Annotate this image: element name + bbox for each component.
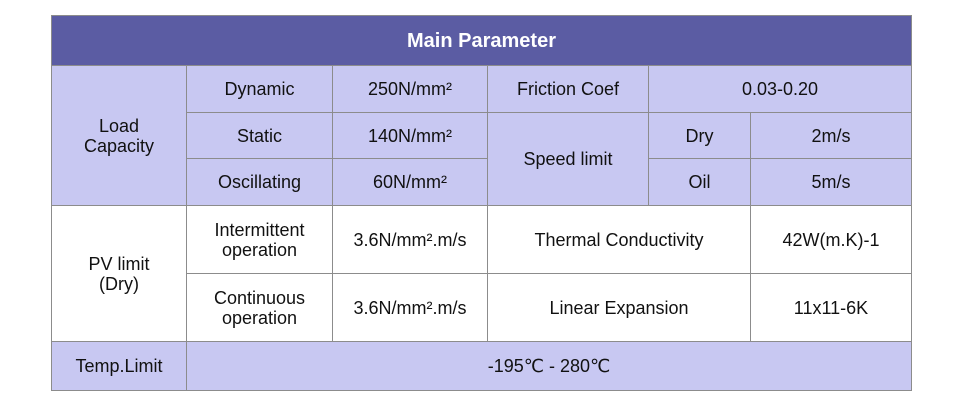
cell: Load Capacity: [51, 65, 187, 206]
cell: 11x11-6K: [750, 273, 912, 342]
parameter-table: Main Parameter Load Capacity Dynamic 250…: [51, 15, 912, 391]
cell: 5m/s: [750, 158, 912, 206]
cell: Speed limit: [487, 112, 649, 206]
cell: 250N/mm²: [332, 65, 488, 113]
cell: 0.03-0.20: [648, 65, 912, 113]
row: Temp.Limit -195℃ - 280℃: [51, 341, 912, 391]
cell: Dry: [648, 112, 751, 159]
cell: Linear Expansion: [487, 273, 751, 342]
cell: Intermittent operation: [186, 205, 333, 274]
cell-text: Load Capacity: [83, 115, 155, 156]
row: Continuous operation 3.6N/mm².m/s Linear…: [52, 273, 912, 342]
cell: Friction Coef: [487, 65, 649, 113]
row: Oscillating 60N/mm² Oil 5m/s: [52, 158, 912, 206]
cell: Oscillating: [186, 158, 333, 206]
cell: PV limit (Dry): [51, 205, 187, 342]
header-row: Main Parameter: [51, 15, 912, 66]
cell: -195℃ - 280℃: [186, 341, 912, 391]
table-title: Main Parameter: [51, 15, 912, 66]
row: Static 140N/mm² Speed limit Dry 2m/s: [52, 112, 912, 206]
cell: Continuous operation: [186, 273, 333, 342]
cell-text: PV limit (Dry): [88, 253, 150, 294]
cell: Thermal Conductivity: [487, 205, 751, 274]
cell: Temp.Limit: [51, 341, 187, 391]
row: Load Capacity Dynamic 250N/mm² Friction …: [51, 65, 912, 206]
cell: Dynamic: [186, 65, 333, 113]
cell: 3.6N/mm².m/s: [332, 205, 488, 274]
cell: 42W(m.K)-1: [750, 205, 912, 274]
cell-text: Continuous operation: [213, 287, 306, 328]
cell: Static: [186, 112, 333, 159]
cell: Oil: [648, 158, 751, 206]
cell-text: Intermittent operation: [214, 219, 305, 260]
row: PV limit (Dry) Intermittent operation 3.…: [51, 205, 912, 342]
cell: 140N/mm²: [332, 112, 488, 159]
cell: 3.6N/mm².m/s: [332, 273, 488, 342]
cell: 2m/s: [750, 112, 912, 159]
cell: 60N/mm²: [332, 158, 488, 206]
